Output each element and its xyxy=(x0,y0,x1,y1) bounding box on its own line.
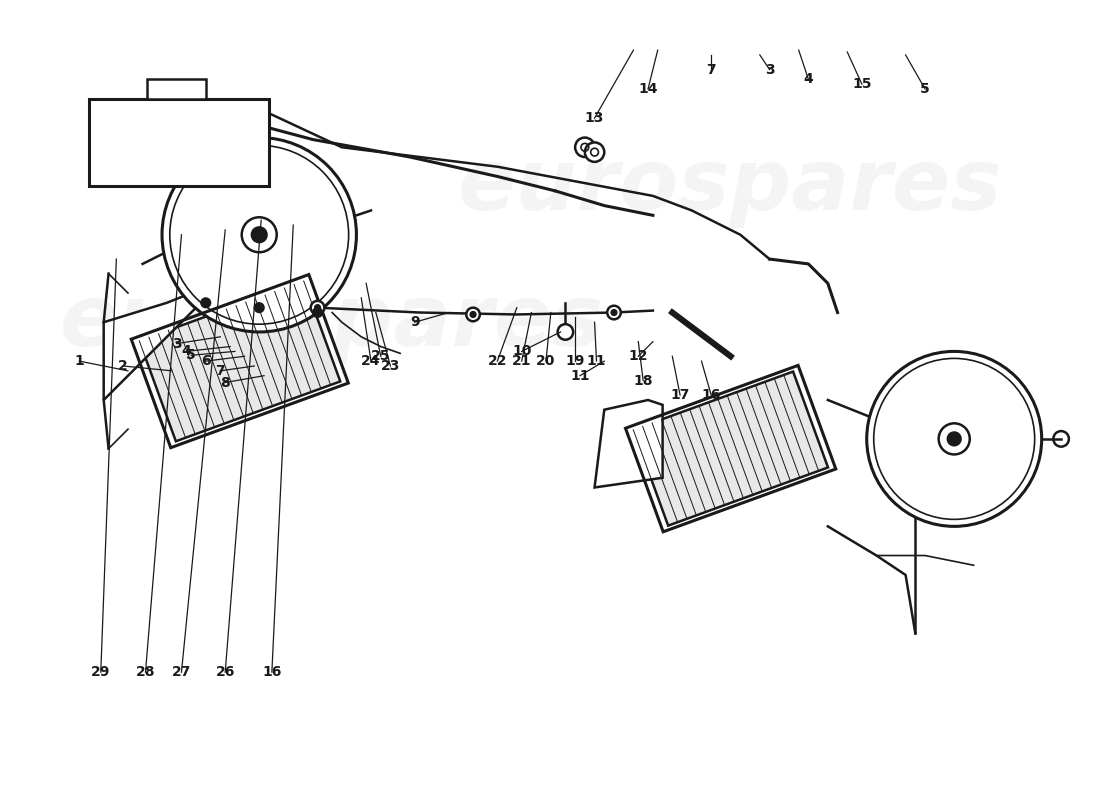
Circle shape xyxy=(252,227,267,242)
Circle shape xyxy=(254,302,264,313)
Text: 15: 15 xyxy=(852,77,871,91)
Text: 1: 1 xyxy=(75,354,85,368)
Text: 26: 26 xyxy=(216,665,235,679)
Circle shape xyxy=(585,142,604,162)
Text: 21: 21 xyxy=(512,354,531,368)
Text: 7: 7 xyxy=(216,364,225,378)
Circle shape xyxy=(938,423,970,454)
Text: 12: 12 xyxy=(628,350,648,363)
Text: 7: 7 xyxy=(706,62,716,77)
Circle shape xyxy=(558,324,573,340)
Text: 24: 24 xyxy=(361,354,381,368)
Text: 2: 2 xyxy=(119,359,128,373)
Circle shape xyxy=(312,308,322,318)
Circle shape xyxy=(575,138,595,157)
Text: 20: 20 xyxy=(537,354,556,368)
Text: 22: 22 xyxy=(487,354,507,368)
Text: 4: 4 xyxy=(803,72,813,86)
Text: 16: 16 xyxy=(702,388,721,402)
Circle shape xyxy=(315,305,320,310)
Text: eurospares: eurospares xyxy=(459,145,1003,228)
Text: eurospares: eurospares xyxy=(59,281,604,364)
Text: 5: 5 xyxy=(186,348,196,362)
Text: 4: 4 xyxy=(182,344,191,358)
Text: 9: 9 xyxy=(410,315,419,330)
Circle shape xyxy=(607,306,620,319)
Text: 28: 28 xyxy=(135,665,155,679)
Text: 3: 3 xyxy=(764,62,774,77)
Text: 3: 3 xyxy=(172,337,182,350)
Circle shape xyxy=(201,298,210,308)
Circle shape xyxy=(470,311,476,318)
Text: 27: 27 xyxy=(172,665,191,679)
Bar xyxy=(147,79,206,98)
Text: 29: 29 xyxy=(91,665,110,679)
Polygon shape xyxy=(103,293,201,400)
Bar xyxy=(89,98,268,186)
Text: 5: 5 xyxy=(921,82,929,96)
Circle shape xyxy=(612,310,617,315)
Circle shape xyxy=(242,218,277,252)
Circle shape xyxy=(947,432,961,446)
Circle shape xyxy=(251,150,264,164)
Text: 6: 6 xyxy=(201,354,210,368)
Text: 14: 14 xyxy=(638,82,658,96)
Polygon shape xyxy=(595,400,662,487)
Text: 10: 10 xyxy=(512,344,531,358)
Text: 23: 23 xyxy=(381,359,400,373)
Text: 17: 17 xyxy=(670,388,690,402)
Circle shape xyxy=(162,138,356,332)
Circle shape xyxy=(94,150,108,164)
Circle shape xyxy=(466,308,480,322)
Text: 11: 11 xyxy=(570,369,590,382)
Text: 11: 11 xyxy=(586,354,606,368)
Text: 25: 25 xyxy=(371,350,390,363)
Circle shape xyxy=(867,351,1042,526)
Text: 19: 19 xyxy=(565,354,585,368)
Polygon shape xyxy=(634,371,828,526)
Polygon shape xyxy=(140,281,340,442)
Text: 18: 18 xyxy=(634,374,653,387)
Circle shape xyxy=(310,301,324,314)
Text: 8: 8 xyxy=(220,375,230,390)
Text: 16: 16 xyxy=(262,665,282,679)
Text: 13: 13 xyxy=(585,111,604,125)
